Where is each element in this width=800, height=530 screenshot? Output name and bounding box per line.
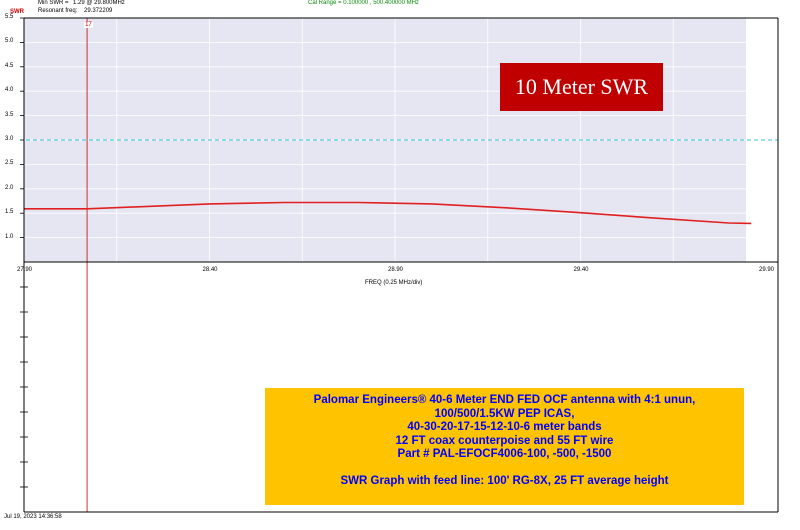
info-line: 12 FT coax counterpoise and 55 FT wire: [395, 434, 614, 447]
x-tick-label: 29.90: [759, 267, 775, 273]
min-swr-value: 1.29 @ 29.800MHz: [73, 0, 125, 6]
y-tick-label: 4.0: [5, 87, 14, 94]
min-swr-label: Min SWR =: [38, 0, 69, 6]
chart-title: 10 Meter SWR: [500, 63, 663, 111]
x-tick-label: 29.40: [573, 267, 589, 273]
swr-axis-label: SWR: [10, 9, 24, 15]
info-line: [265, 462, 744, 476]
axis-ticks: [20, 17, 24, 239]
info-line: 40-30-20-17-15-12-10-6 meter bands: [407, 421, 602, 433]
y-tick-label: 3.0: [5, 136, 14, 142]
info-line: Palomar Engineers® 40-6 Meter END FED OC…: [313, 394, 696, 406]
marker-label: 17: [84, 22, 93, 28]
y-tick-label: 1.5: [5, 209, 14, 216]
y-tick-label: 5.0: [5, 38, 14, 45]
y-tick-label: 2.0: [5, 184, 14, 191]
x-tick-label: 27.90: [17, 267, 33, 273]
swr-curve: [24, 201, 752, 225]
y-tick-label: 2.5: [5, 160, 14, 167]
y-tick-label: 3.5: [5, 111, 14, 118]
info-line: 100/500/1.5KW PEP ICAS,: [434, 407, 575, 420]
y-tick-label: 1.0: [5, 233, 14, 240]
resonant-freq-label: Resonant freq:: [38, 8, 78, 14]
x-axis-label: FREQ (0.25 MHz/div): [365, 280, 423, 286]
y-tick-label: 4.5: [5, 62, 14, 69]
y-tick-label: 5.5: [5, 14, 14, 20]
x-tick-label: 28.40: [202, 267, 218, 273]
footer-timestamp: Jul 19, 2023 14:36:58: [4, 514, 62, 520]
x-tick-label: 28.90: [388, 267, 404, 273]
cal-range: Cal Range = 0.100000 , 500.400000 MHz: [308, 0, 419, 6]
resonant-freq-value: 29.372209: [84, 8, 113, 14]
info-box: Palomar Engineers® 40-6 Meter END FED OC…: [265, 388, 744, 505]
info-line: SWR Graph with feed line: 100' RG-8X, 25…: [340, 475, 669, 487]
info-line: Part # PAL-EFOCF4006-100, -500, -1500: [397, 448, 612, 460]
